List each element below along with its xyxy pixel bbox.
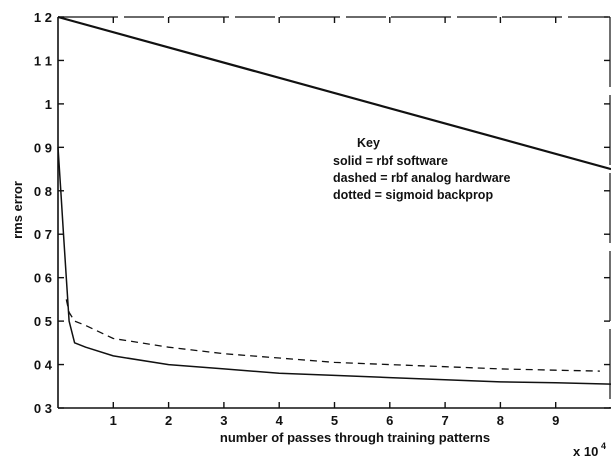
y-tick-label: 1 2: [34, 10, 52, 25]
legend-entry-solid: solid = rbf software: [333, 154, 448, 168]
x-tick-label: 8: [497, 413, 504, 428]
y-tick-label: 1: [45, 97, 52, 112]
legend-key: Key solid = rbf software dashed = rbf an…: [333, 136, 511, 202]
x-multiplier-exponent: 4: [601, 441, 606, 451]
legend-entry-dashed: dashed = rbf analog hardware: [333, 171, 511, 185]
plot-axes: [57, 16, 611, 409]
y-tick-label: 0 6: [34, 271, 52, 286]
x-tick-label: 9: [552, 413, 559, 428]
legend-entry-dotted: dotted = sigmoid backprop: [333, 188, 493, 202]
legend-title: Key: [357, 136, 380, 150]
x-multiplier-label: x 10: [573, 444, 598, 458]
x-tick-label: 4: [276, 413, 284, 428]
y-axis-label: rms error: [10, 181, 25, 239]
x-tick-label: 2: [165, 413, 172, 428]
y-tick-label: 0 4: [34, 358, 53, 373]
x-tick-label: 3: [220, 413, 227, 428]
x-tick-label: 7: [441, 413, 448, 428]
y-tick-label: 0 7: [34, 227, 52, 242]
series-layer: [57, 15, 611, 385]
y-tick-label: 1 1: [34, 53, 52, 68]
x-axis-label: number of passes through training patter…: [220, 430, 490, 445]
x-tick-label: 1: [110, 413, 117, 428]
y-tick-label: 0 9: [34, 140, 52, 155]
ticks-layer: 1 2 3 4 5 6 7 8 9 0 3 0 4 0 5 0 6 0 7 0 8 0 9 1 1 1 1 2: [34, 10, 610, 428]
series-line-dashed: [65, 299, 600, 372]
series-line-solid: [57, 147, 611, 385]
series-line-dotted: [57, 15, 611, 171]
y-tick-label: 0 3: [34, 401, 52, 416]
y-tick-label: 0 8: [34, 184, 52, 199]
x-tick-label: 6: [386, 413, 393, 428]
y-tick-label: 0 5: [34, 314, 52, 329]
x-tick-label: 5: [331, 413, 338, 428]
